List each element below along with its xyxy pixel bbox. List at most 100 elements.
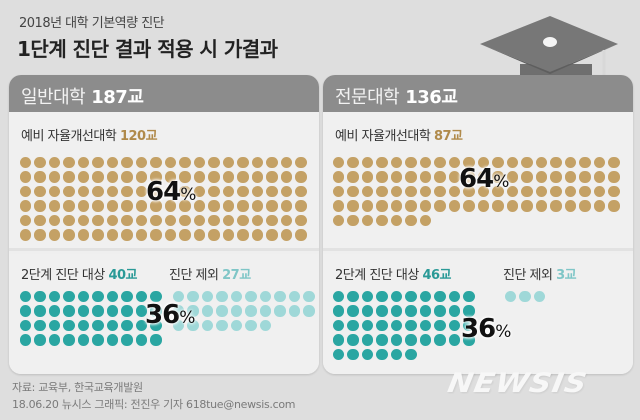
dot [463,319,475,332]
dot [106,291,119,303]
dot [150,334,162,346]
dot [135,305,148,317]
value-text: 46교 [422,268,451,283]
dot [550,171,562,183]
dot [245,305,257,317]
dot [448,291,461,303]
dot [405,348,417,361]
dot [361,291,374,303]
dot [77,291,90,303]
dot [34,305,46,317]
dot [608,200,620,212]
dot [222,200,235,212]
dot [106,214,119,227]
dot [208,200,220,212]
section-label: 진단 제외 27교 [169,264,251,283]
section-label: 예비 자율개선대학 120교 [21,125,158,144]
dot [463,200,475,212]
dot [135,185,148,198]
section-label: 2단계 진단 대상 46교 [335,264,451,283]
dot [77,171,90,183]
dot [333,334,345,346]
dot [63,185,75,198]
dot [266,185,278,198]
dot [477,200,490,212]
dot [106,334,119,346]
dot [135,291,148,303]
lower-section: 2단계 진단 대상 46교 진단 제외 3교 36% [323,254,633,374]
dot [179,214,191,227]
dot [20,200,32,212]
teal-dot-grid [333,291,475,361]
dot [390,334,403,346]
dot [434,171,446,183]
label-text: 진단 제외 [503,268,553,283]
dot [390,185,403,198]
dot [77,305,90,317]
dot [361,334,374,346]
dot [20,229,32,241]
dot [593,200,606,212]
dot [92,185,104,198]
dot [237,229,249,241]
dot [295,214,307,227]
dot [63,157,75,169]
dot [20,305,32,317]
dot [222,214,235,227]
panel-junior-college: 전문대학 136교 예비 자율개선대학 87교 64% 2단계 진단 대상 46교… [323,75,633,374]
dot [222,171,235,183]
dot [390,319,403,332]
dot [535,200,548,212]
dot [463,185,475,198]
dot [34,291,46,303]
dot [106,319,119,332]
dot [280,157,293,169]
dot [121,214,133,227]
label-text: 진단 제외 [169,268,219,283]
value-text: 120교 [119,129,158,144]
dot [187,319,199,332]
dot [193,185,206,198]
dot [434,157,446,169]
dot [361,305,374,317]
dot [533,291,546,303]
dot [506,157,519,169]
dot [216,319,228,332]
dot [333,185,345,198]
dot [164,214,177,227]
dot [448,200,461,212]
dot [448,334,461,346]
dot [34,171,46,183]
dot [288,305,301,317]
dot [347,305,359,317]
dot [376,348,388,361]
dot [492,157,504,169]
dot [347,319,359,332]
dot [20,171,32,183]
dot [230,319,243,332]
dot [193,214,206,227]
dot [376,200,388,212]
dot [164,171,177,183]
dot [208,171,220,183]
dot [463,291,475,303]
dot [251,229,264,241]
dot [506,200,519,212]
dot [376,305,388,317]
dot [34,214,46,227]
dot [77,157,90,169]
dot [579,171,591,183]
dot [492,200,504,212]
dot [201,305,214,317]
dot [201,291,214,303]
dot [193,200,206,212]
dot [150,171,162,183]
dot [361,171,374,183]
dot [434,334,446,346]
dot [92,334,104,346]
dot [20,157,32,169]
dot [347,214,359,227]
newsis-logo: NEWSIS [445,367,590,400]
dot [376,185,388,198]
dot [295,185,307,198]
